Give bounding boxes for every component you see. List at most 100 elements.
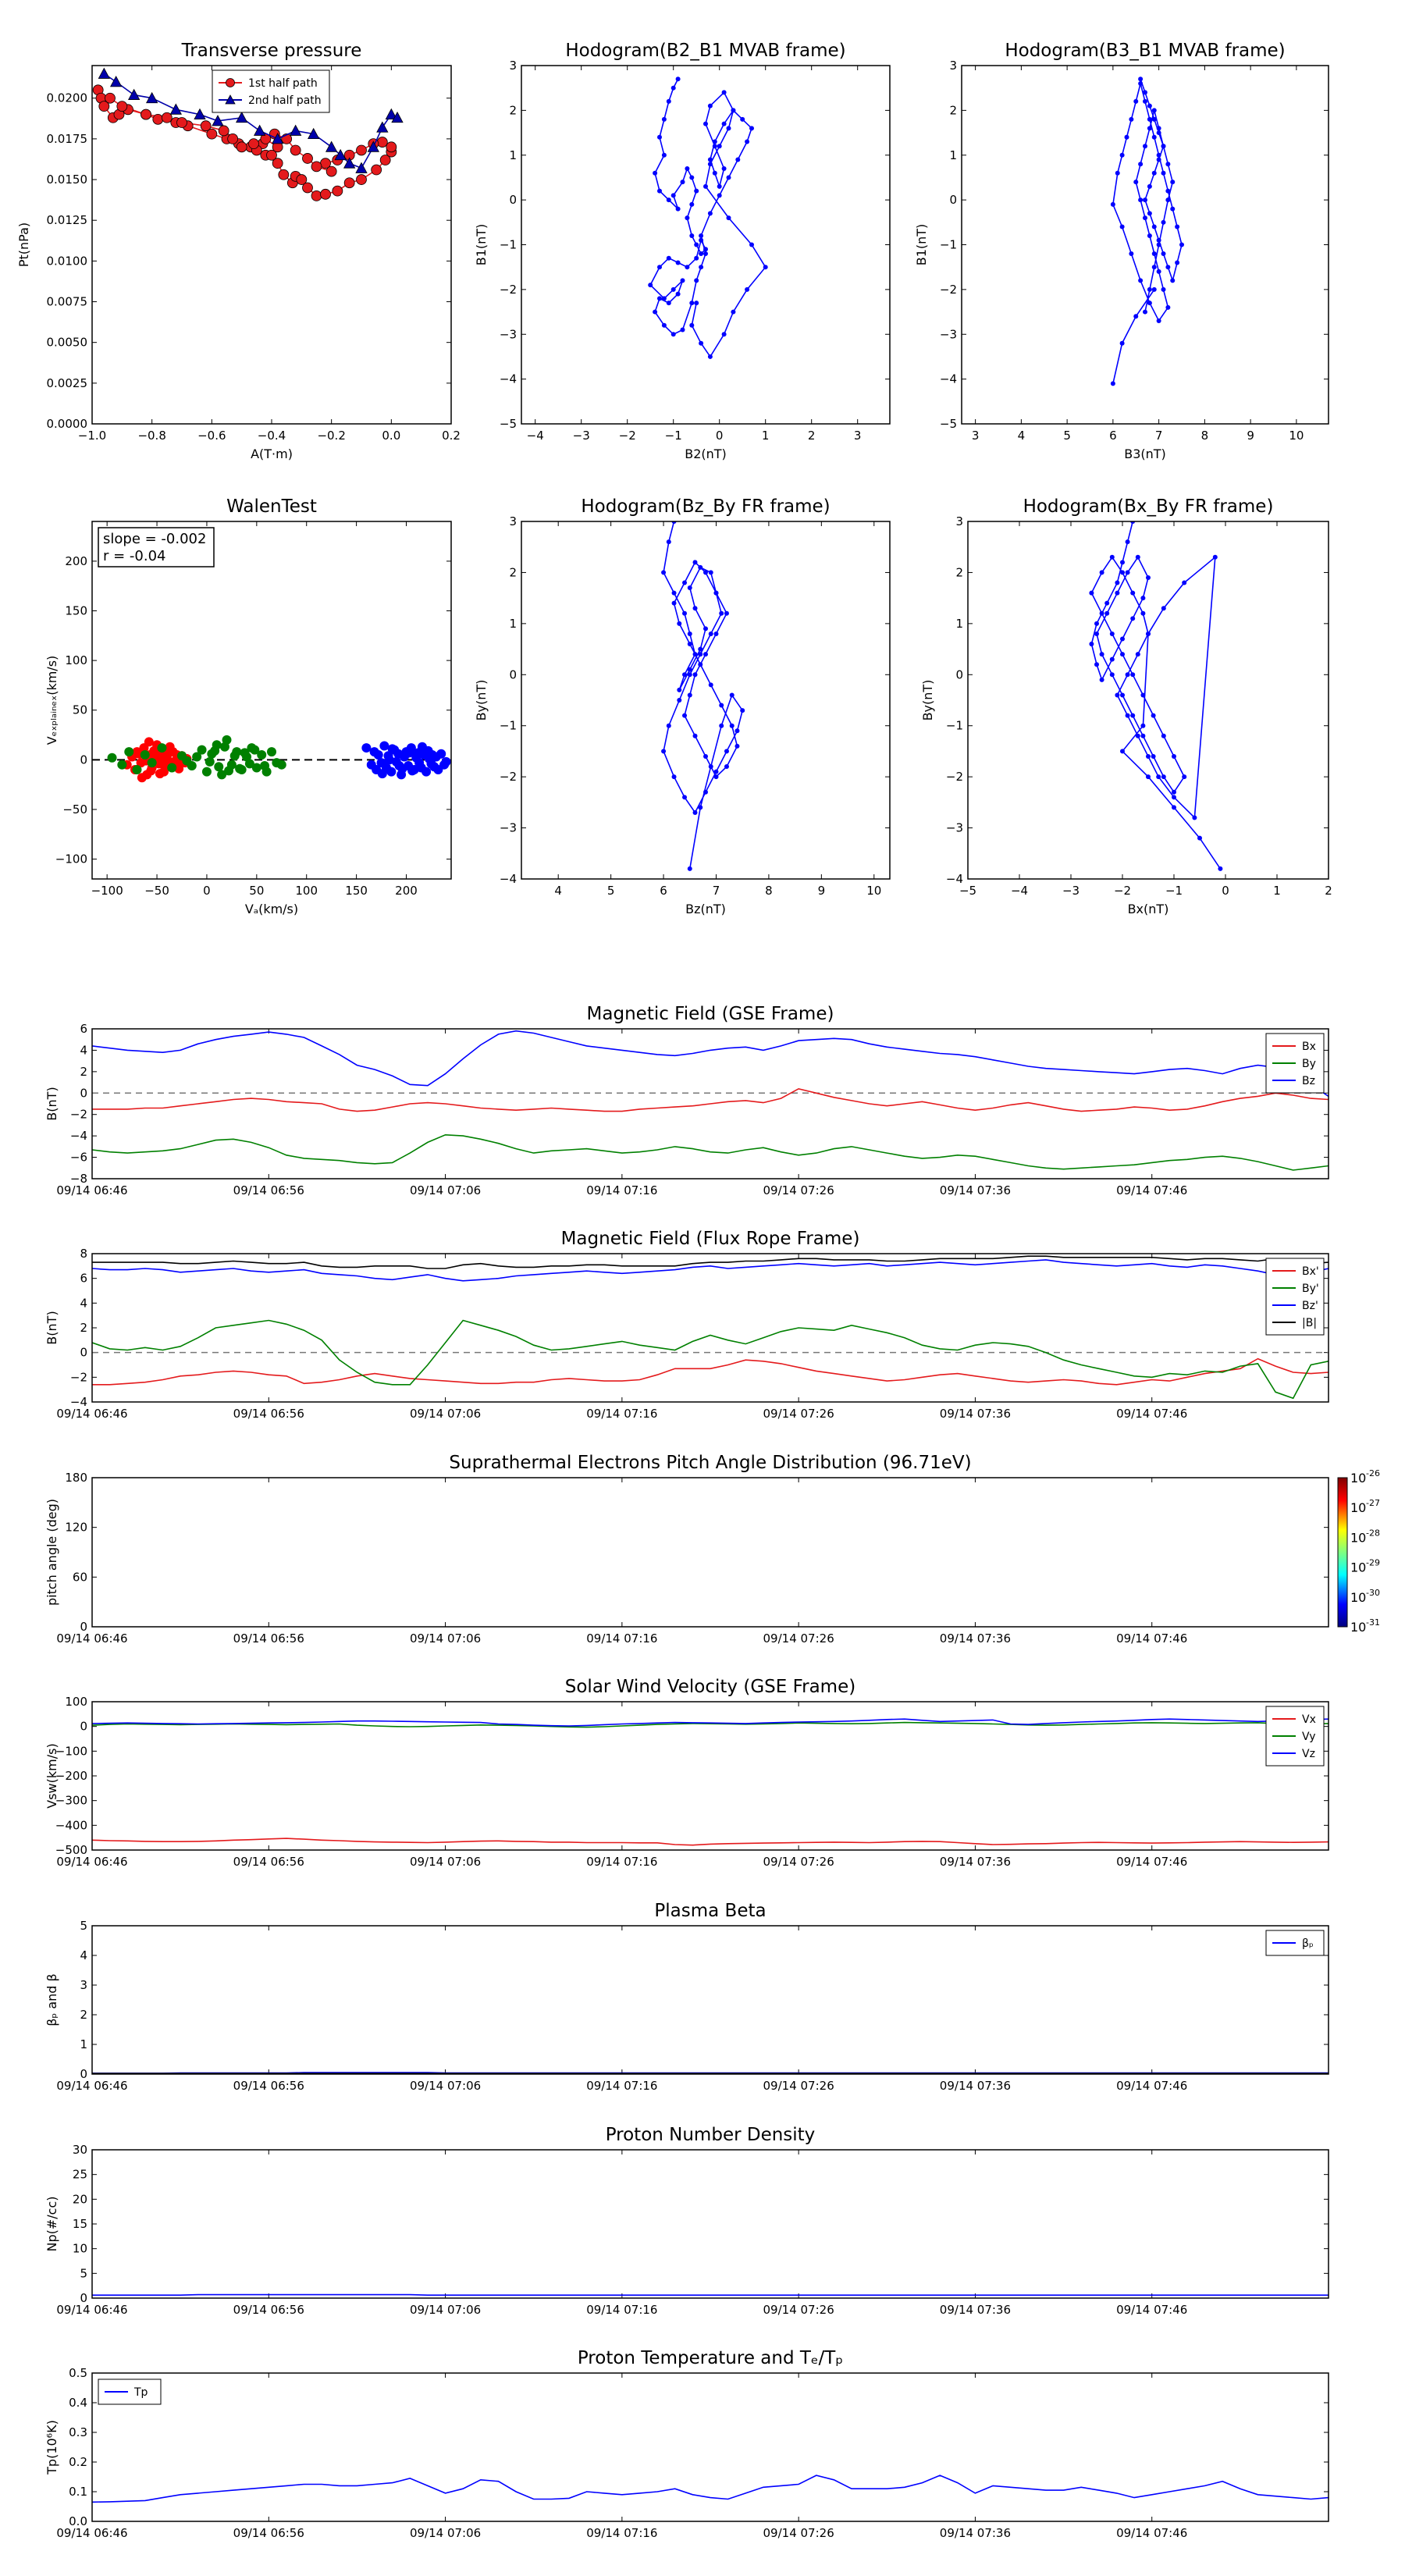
panel-bgse: Magnetic Field (GSE Frame) −8 −6 −4 −2 0 2 4 6 09… <box>44 1004 1329 1197</box>
data-point <box>692 606 698 611</box>
data-point <box>719 610 724 616</box>
data-point <box>703 251 708 256</box>
y-tick-label: 4 <box>80 1043 87 1057</box>
x-tick-label: 09/14 06:56 <box>233 2079 304 2093</box>
series-by-line <box>92 1319 1329 1400</box>
annotation-box <box>98 527 215 568</box>
y-tick-label: 1 <box>509 617 517 631</box>
data-point <box>1124 134 1129 140</box>
y-axis-label: pitch angle (deg) <box>44 1499 59 1606</box>
data-point <box>290 144 301 156</box>
data-point <box>271 133 284 144</box>
data-point <box>749 242 754 247</box>
data-point <box>1099 652 1104 657</box>
y-tick-label: −300 <box>55 1794 87 1808</box>
data-point <box>689 201 695 207</box>
data-point <box>1120 652 1125 657</box>
y-tick-label: 0.5 <box>69 2366 87 2380</box>
colorbar-tick-label: 10 <box>1350 1590 1366 1605</box>
plot-frame <box>521 521 891 880</box>
data-point <box>1135 554 1140 560</box>
data-point <box>698 646 703 652</box>
data-point <box>1120 692 1125 698</box>
plot-area <box>92 2475 1329 2503</box>
data-point <box>1151 753 1156 759</box>
data-point <box>1161 170 1166 176</box>
data-point <box>1147 183 1152 189</box>
y-tick-label: −4 <box>940 372 957 386</box>
panel-pad: Suprathermal Electrons Pitch Angle Distr… <box>44 1453 1380 1646</box>
y-tick-label: 0 <box>80 1086 87 1100</box>
y-tick-label: −2 <box>70 1108 87 1122</box>
y-tick-label: −100 <box>55 1744 87 1758</box>
data-point <box>1089 642 1094 647</box>
data-point <box>740 708 745 713</box>
x-tick-label: 09/14 07:06 <box>410 2303 481 2317</box>
data-point <box>1172 753 1176 759</box>
data-point <box>666 539 671 545</box>
data-point <box>1146 575 1151 580</box>
legend <box>98 2379 162 2405</box>
data-point <box>1151 116 1157 122</box>
x-tick-label: 09/14 06:56 <box>233 1855 304 1869</box>
x-tick-label: 6 <box>1109 429 1117 443</box>
data-point <box>707 354 713 359</box>
data-point <box>687 585 692 591</box>
data-point <box>1175 224 1180 229</box>
data-point <box>740 116 745 122</box>
data-point <box>343 177 355 189</box>
data-point <box>687 866 692 871</box>
plot-area <box>1110 76 1184 386</box>
x-tick-label: 09/14 07:26 <box>763 1407 834 1421</box>
data-point <box>735 728 740 734</box>
data-point <box>726 175 731 180</box>
colorbar-tick-exponent: -29 <box>1366 1558 1380 1568</box>
data-point <box>729 723 735 728</box>
data-point <box>699 265 704 270</box>
x-tick-label: −0.4 <box>258 429 286 443</box>
data-point <box>699 251 704 256</box>
plot-area <box>92 2293 1329 2296</box>
data-point <box>192 752 202 762</box>
data-point <box>266 149 277 161</box>
data-point <box>670 85 676 91</box>
chart-title: Hodogram(B3_B1 MVAB frame) <box>1005 41 1285 61</box>
y-tick-label: 180 <box>65 1471 87 1485</box>
data-point <box>719 703 724 708</box>
data-point <box>244 759 254 769</box>
x-tick-label: 09/14 07:36 <box>940 1183 1011 1197</box>
data-point <box>1143 90 1147 95</box>
data-point <box>682 580 688 585</box>
data-point <box>1156 318 1161 324</box>
data-point <box>137 773 147 783</box>
data-point <box>376 121 389 133</box>
data-point <box>1165 304 1171 310</box>
data-point <box>1151 224 1157 229</box>
y-tick-label: −3 <box>500 821 517 835</box>
data-point <box>1138 80 1144 86</box>
x-tick-label: 09/14 07:36 <box>940 2303 1011 2317</box>
data-point <box>689 301 695 306</box>
y-tick-label: 1 <box>509 148 517 162</box>
series-bx-line <box>92 1357 1329 1386</box>
data-point <box>680 327 685 333</box>
data-point <box>107 753 117 763</box>
data-point <box>404 748 414 758</box>
plot-area <box>92 735 451 783</box>
data-point <box>1147 301 1152 306</box>
x-tick-label: 09/14 07:06 <box>410 1183 481 1197</box>
y-tick-label: 20 <box>73 2192 87 2206</box>
x-tick-label: −0.6 <box>197 429 226 443</box>
y-tick-label: 1 <box>949 148 957 162</box>
data-point <box>680 278 685 283</box>
x-tick-label: 09/14 06:56 <box>233 2526 304 2540</box>
data-point <box>214 762 224 772</box>
data-point <box>194 108 206 119</box>
data-point <box>1146 753 1151 759</box>
y-tick-label: −3 <box>500 327 517 341</box>
x-axis-label: A(T·m) <box>251 447 293 461</box>
colorbar-tick-exponent: -30 <box>1366 1588 1380 1598</box>
data-point <box>386 141 397 153</box>
data-point <box>356 144 367 156</box>
x-tick-label: 09/14 07:26 <box>763 2079 834 2093</box>
